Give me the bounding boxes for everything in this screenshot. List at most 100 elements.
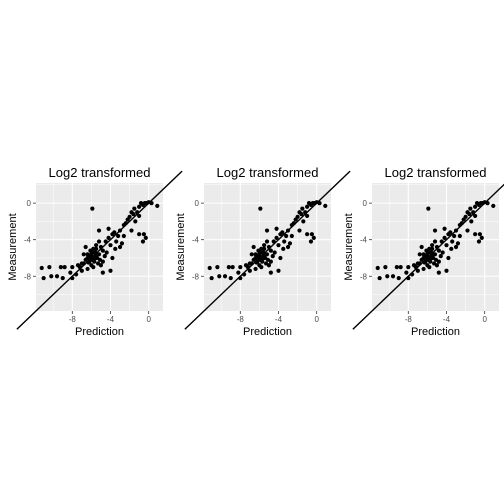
x-tick-label: -8 bbox=[69, 315, 77, 324]
scatter-point bbox=[404, 270, 409, 275]
y-tick-label: 0 bbox=[363, 199, 368, 208]
scatter-point bbox=[274, 226, 279, 231]
scatter-point bbox=[406, 265, 411, 270]
scatter-point bbox=[133, 219, 138, 224]
scatter-point bbox=[383, 265, 388, 270]
y-tick-label: -4 bbox=[192, 236, 200, 245]
scatter-point bbox=[444, 243, 449, 248]
y-tick-label: -8 bbox=[192, 272, 200, 281]
scatter-point bbox=[113, 246, 118, 251]
scatter-point bbox=[96, 239, 102, 244]
scatter-point bbox=[89, 252, 94, 257]
scatter-point bbox=[230, 265, 235, 270]
scatter-point bbox=[479, 235, 484, 240]
scatter-point bbox=[100, 248, 105, 253]
chart-panel-1: -8 -4 0 0 -4 -8 Log2 transformed Prediction Meas… bbox=[0, 0, 183, 504]
scatter-point bbox=[96, 228, 102, 233]
scatter-point bbox=[438, 254, 443, 259]
chart-panel-3: -8 -4 0 0 -4 -8 Log2 transformed Prediction Meas… bbox=[336, 0, 504, 504]
x-tick-label: -4 bbox=[443, 315, 451, 324]
identity-line bbox=[16, 170, 183, 330]
chart-title: Log2 transformed bbox=[49, 165, 151, 180]
x-tick-label: 0 bbox=[482, 315, 487, 324]
scatter-point bbox=[91, 265, 96, 270]
scatter-point bbox=[276, 243, 281, 248]
scatter-point bbox=[305, 213, 310, 219]
scatter-point bbox=[295, 214, 300, 219]
scatter-point bbox=[91, 246, 96, 251]
y-tick-label: -4 bbox=[360, 236, 368, 245]
scatter-point bbox=[281, 246, 286, 251]
scatter-point bbox=[436, 259, 441, 264]
scatter-point bbox=[432, 239, 438, 244]
scatter-point bbox=[417, 252, 422, 257]
scatter-point bbox=[434, 263, 440, 268]
scatter-point bbox=[100, 259, 105, 264]
scatter-point bbox=[253, 252, 258, 257]
scatter-point bbox=[442, 226, 447, 231]
scatter-point bbox=[129, 228, 134, 233]
scatter-point bbox=[54, 274, 60, 279]
y-axis-label: Measurement bbox=[175, 213, 187, 280]
scatter-point bbox=[473, 232, 478, 237]
scatter-point bbox=[415, 268, 420, 273]
scatter-point bbox=[85, 266, 90, 272]
scatter-point bbox=[289, 233, 294, 239]
scatter-point bbox=[243, 263, 249, 268]
scatter-point bbox=[261, 255, 266, 261]
x-axis-label: Prediction bbox=[243, 326, 292, 338]
scatter-point bbox=[465, 228, 470, 233]
scatter-point bbox=[253, 266, 258, 272]
scatter-point bbox=[140, 239, 146, 244]
scatter-point bbox=[110, 255, 115, 261]
scatter-point bbox=[436, 270, 441, 275]
scatter-point bbox=[396, 275, 401, 281]
scatter-point bbox=[75, 263, 81, 268]
scatter-point bbox=[110, 232, 115, 237]
scatter-point bbox=[430, 243, 435, 248]
scatter-point bbox=[100, 270, 105, 275]
x-axis-label: Prediction bbox=[411, 326, 460, 338]
scatter-point bbox=[264, 228, 270, 233]
scatter-point bbox=[217, 274, 222, 279]
scatter-point bbox=[301, 219, 306, 224]
scatter-point bbox=[425, 252, 430, 257]
x-tick-label: -4 bbox=[275, 315, 283, 324]
scatter-point bbox=[141, 232, 147, 237]
scatter-point bbox=[278, 232, 283, 237]
scatter-point bbox=[262, 243, 267, 248]
scatter-point bbox=[268, 248, 273, 253]
scatter-point bbox=[455, 241, 461, 246]
scatter-point bbox=[452, 233, 457, 239]
scatter-point bbox=[299, 211, 304, 217]
scatter-point bbox=[137, 232, 142, 237]
identity-line bbox=[352, 183, 504, 330]
scatter-point bbox=[457, 233, 462, 239]
scatter-point bbox=[468, 206, 473, 211]
chart-svg-3: -8 -4 0 0 -4 -8 Log2 transformed Prediction Meas… bbox=[343, 165, 504, 338]
scatter-point bbox=[282, 239, 287, 244]
scatter-point bbox=[155, 203, 160, 208]
scatter-point bbox=[473, 213, 478, 219]
scatter-point bbox=[258, 206, 263, 211]
scatter-point bbox=[305, 204, 310, 209]
scatter-point bbox=[49, 274, 54, 279]
scatter-point bbox=[85, 252, 90, 257]
scatter-point bbox=[449, 246, 454, 251]
chart-panel-2: -8 -4 0 0 -4 -8 Log2 transformed Prediction Meas… bbox=[168, 0, 351, 504]
scatter-point bbox=[411, 263, 417, 268]
x-axis-label: Prediction bbox=[75, 326, 124, 338]
x-tick-label: -4 bbox=[107, 315, 115, 324]
chart-svg-1: -8 -4 0 0 -4 -8 Log2 transformed Prediction Meas… bbox=[7, 165, 183, 338]
scatter-point bbox=[127, 214, 132, 219]
scatter-point bbox=[264, 239, 270, 244]
scatter-point bbox=[81, 252, 86, 257]
scatter-point bbox=[106, 226, 111, 231]
scatter-point bbox=[390, 274, 396, 279]
scatter-point bbox=[93, 255, 98, 261]
y-tick-label: -8 bbox=[360, 272, 368, 281]
scatter-point bbox=[421, 252, 426, 257]
scatter-point bbox=[62, 265, 67, 270]
scatter-point bbox=[469, 219, 474, 224]
